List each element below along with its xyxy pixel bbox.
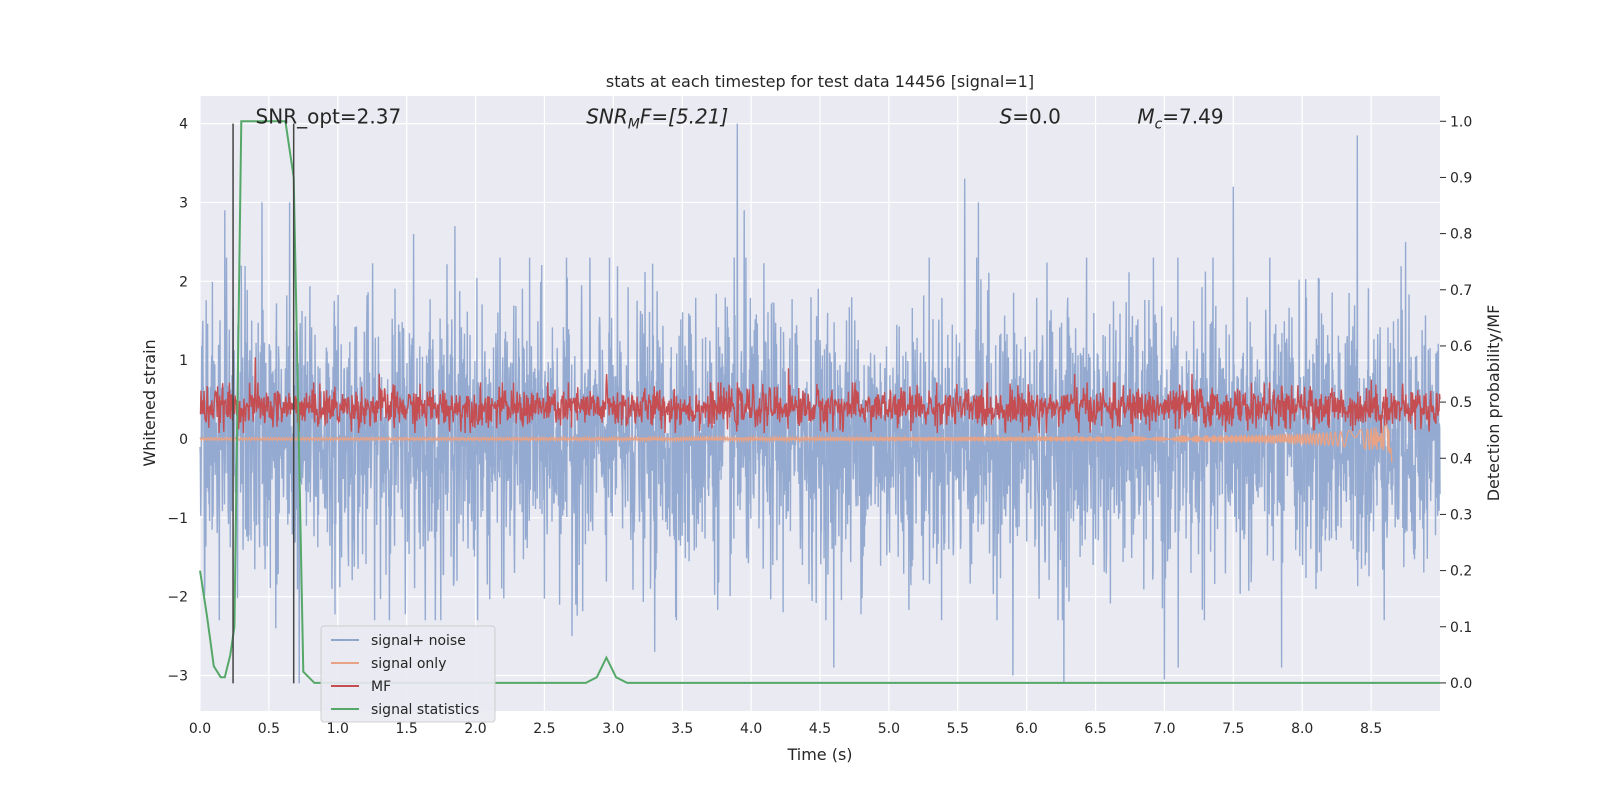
- annotations: SNR_opt=2.37 SNRMF=[5.21] S=0.0 Mc=7.49: [256, 105, 1224, 133]
- vertical-lines: [232, 123, 295, 684]
- y-tick-label: 3: [179, 195, 188, 211]
- x-axis: 0.0 0.5 1.0 1.5 2.0 2.5 3.0 3.5 4.0 4.5 5.0 5.5 6.0 6…: [189, 721, 1382, 737]
- x-tick-label: 3.5: [671, 721, 693, 737]
- x-tick-label: 1.5: [396, 721, 418, 737]
- x-tick-label: 8.0: [1291, 721, 1313, 737]
- y-right-tick-label: 1.0: [1450, 114, 1472, 130]
- y-right-tick-label: 0.7: [1450, 283, 1472, 299]
- legend-label: signal+ noise: [371, 633, 466, 649]
- y-right-tick-label: 0.3: [1450, 507, 1472, 523]
- series-signal-plus-noise: [199, 123, 1441, 684]
- x-tick-label: 7.0: [1153, 721, 1175, 737]
- legend-label: signal only: [371, 656, 446, 672]
- x-tick-label: 7.5: [1222, 721, 1244, 737]
- x-tick-label: 6.5: [1084, 721, 1106, 737]
- legend-label: MF: [371, 679, 391, 695]
- y-right-tick-label: 0.5: [1450, 395, 1472, 411]
- y-right-tick-label: 0.8: [1450, 227, 1472, 243]
- x-tick-label: 3.0: [602, 721, 624, 737]
- y-right-tick-label: 0.1: [1450, 620, 1472, 636]
- x-tick-label: 5.5: [947, 721, 969, 737]
- x-tick-label: 2.0: [464, 721, 486, 737]
- legend-box: [320, 625, 496, 723]
- x-tick-label: 4.5: [809, 721, 831, 737]
- chart-title: stats at each timestep for test data 144…: [606, 72, 1034, 91]
- y-axis-label: Whitened strain: [140, 339, 159, 466]
- y-tick-label: 1: [179, 353, 188, 369]
- x-tick-label: 0.0: [189, 721, 211, 737]
- x-tick-label: 5.0: [878, 721, 900, 737]
- y-tick-label: 0: [179, 432, 188, 448]
- legend-label: signal statistics: [371, 702, 479, 718]
- x-tick-label: 4.0: [740, 721, 762, 737]
- x-tick-label: 8.5: [1360, 721, 1382, 737]
- y-right-tick-label: 0.6: [1450, 339, 1472, 355]
- y-tick-label: −3: [167, 669, 188, 685]
- y-tick-label: 4: [179, 117, 188, 133]
- x-tick-label: 1.0: [327, 721, 349, 737]
- x-axis-label: Time (s): [786, 745, 852, 764]
- y-right-tick-label: 0.9: [1450, 170, 1472, 186]
- y-tick-label: −1: [167, 511, 188, 527]
- y-right-tick-label: 0.4: [1450, 451, 1472, 467]
- y-right-tick-label: 0.2: [1450, 564, 1472, 580]
- y-tick-label: 2: [179, 274, 188, 290]
- annotation: SNRMF=[5.21]: [586, 105, 728, 133]
- y-axis-left: 4 3 2 1 0 −1 −2 −3: [167, 117, 188, 685]
- x-tick-label: 6.0: [1016, 721, 1038, 737]
- annotation: SNR_opt=2.37: [256, 105, 402, 129]
- y-right-tick-label: 0.0: [1450, 676, 1472, 692]
- series-signal-only: [199, 423, 1393, 463]
- x-tick-label: 2.5: [533, 721, 555, 737]
- series-mf: [199, 357, 1441, 434]
- y-axis-right: 1.0 0.9 0.8 0.7 0.6 0.5 0.4 0.3 0.2 0.1 0.0: [1440, 114, 1472, 692]
- y-axis-right-label: Detection probability/MF: [1484, 305, 1503, 502]
- annotation: Mc=7.49: [1137, 105, 1223, 133]
- x-tick-label: 0.5: [258, 721, 280, 737]
- annotation: S=0.0: [1000, 105, 1061, 129]
- y-tick-label: −2: [167, 590, 188, 606]
- legend: signal+ noise signal only MF signal statist…: [320, 625, 496, 723]
